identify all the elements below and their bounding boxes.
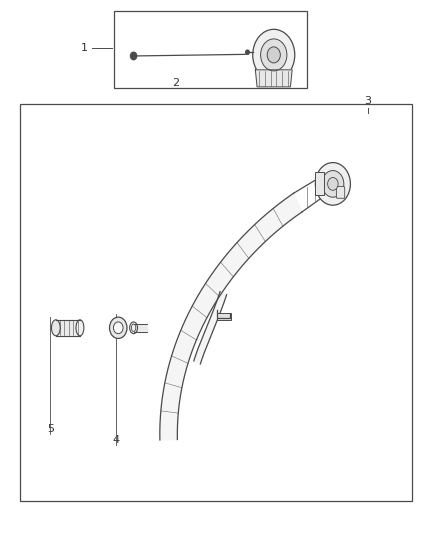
Polygon shape bbox=[56, 320, 80, 336]
Circle shape bbox=[246, 50, 249, 54]
Circle shape bbox=[261, 39, 287, 71]
Text: 2: 2 bbox=[172, 78, 179, 87]
Ellipse shape bbox=[131, 324, 136, 332]
Circle shape bbox=[267, 47, 280, 63]
Bar bbox=[315, 172, 324, 195]
Bar bbox=[20, 104, 412, 501]
Polygon shape bbox=[134, 324, 147, 332]
Bar bbox=[217, 313, 231, 320]
FancyBboxPatch shape bbox=[336, 187, 345, 198]
Polygon shape bbox=[194, 292, 226, 364]
Ellipse shape bbox=[76, 320, 84, 336]
Polygon shape bbox=[160, 193, 302, 440]
Bar bbox=[114, 11, 307, 88]
Circle shape bbox=[322, 171, 344, 197]
Ellipse shape bbox=[51, 320, 60, 336]
Text: 1: 1 bbox=[81, 43, 88, 53]
Circle shape bbox=[131, 52, 137, 60]
Ellipse shape bbox=[130, 322, 138, 334]
Polygon shape bbox=[255, 70, 292, 87]
Circle shape bbox=[110, 317, 127, 338]
Circle shape bbox=[253, 29, 295, 80]
Circle shape bbox=[113, 322, 123, 334]
Circle shape bbox=[328, 177, 338, 190]
Text: 4: 4 bbox=[113, 435, 120, 445]
Text: 5: 5 bbox=[47, 424, 54, 434]
Text: 3: 3 bbox=[364, 96, 371, 106]
Circle shape bbox=[315, 163, 350, 205]
